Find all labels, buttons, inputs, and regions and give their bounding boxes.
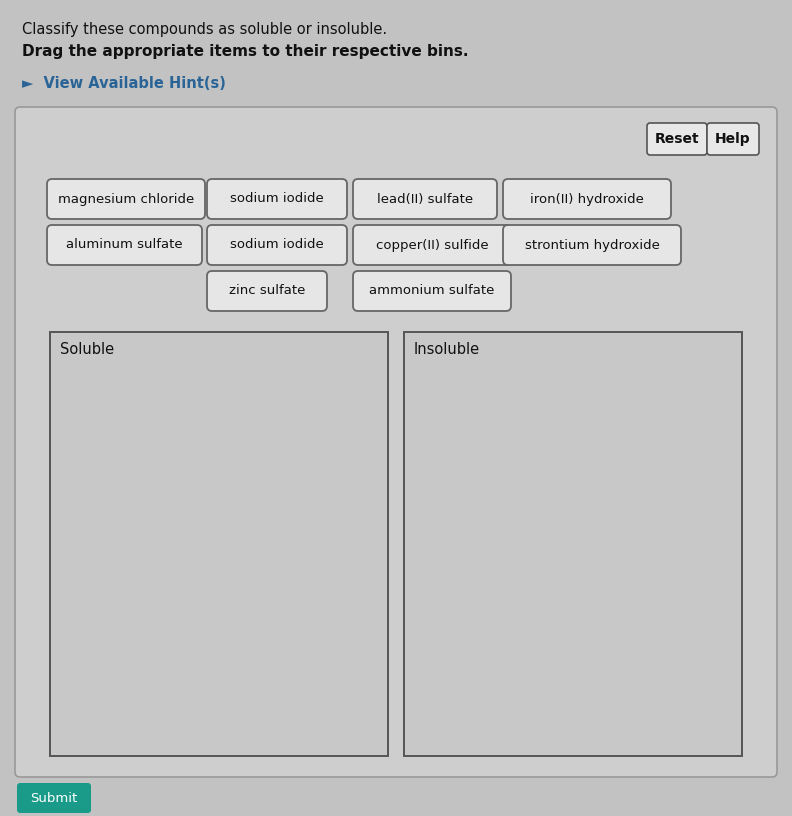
FancyBboxPatch shape: [404, 332, 742, 756]
FancyBboxPatch shape: [647, 123, 707, 155]
FancyBboxPatch shape: [47, 225, 202, 265]
FancyBboxPatch shape: [503, 225, 681, 265]
Text: Reset: Reset: [655, 132, 699, 146]
Text: magnesium chloride: magnesium chloride: [58, 193, 194, 206]
Text: Drag the appropriate items to their respective bins.: Drag the appropriate items to their resp…: [22, 44, 469, 59]
FancyBboxPatch shape: [17, 783, 91, 813]
Text: Classify these compounds as soluble or insoluble.: Classify these compounds as soluble or i…: [22, 22, 387, 37]
FancyBboxPatch shape: [47, 179, 205, 219]
FancyBboxPatch shape: [353, 179, 497, 219]
Text: aluminum sulfate: aluminum sulfate: [67, 238, 183, 251]
FancyBboxPatch shape: [353, 271, 511, 311]
Text: ammonium sulfate: ammonium sulfate: [369, 285, 495, 298]
FancyBboxPatch shape: [707, 123, 759, 155]
FancyBboxPatch shape: [353, 225, 511, 265]
FancyBboxPatch shape: [503, 179, 671, 219]
FancyBboxPatch shape: [207, 271, 327, 311]
FancyBboxPatch shape: [50, 332, 388, 756]
Text: Insoluble: Insoluble: [414, 342, 480, 357]
FancyBboxPatch shape: [15, 107, 777, 777]
Text: sodium iodide: sodium iodide: [230, 193, 324, 206]
Text: Help: Help: [715, 132, 751, 146]
Text: Submit: Submit: [30, 792, 78, 805]
Text: Soluble: Soluble: [60, 342, 114, 357]
Text: iron(II) hydroxide: iron(II) hydroxide: [530, 193, 644, 206]
Text: ►  View Available Hint(s): ► View Available Hint(s): [22, 76, 226, 91]
FancyBboxPatch shape: [207, 225, 347, 265]
Text: sodium iodide: sodium iodide: [230, 238, 324, 251]
Text: lead(II) sulfate: lead(II) sulfate: [377, 193, 473, 206]
Text: strontium hydroxide: strontium hydroxide: [524, 238, 660, 251]
FancyBboxPatch shape: [207, 179, 347, 219]
Text: copper(II) sulfide: copper(II) sulfide: [375, 238, 489, 251]
Text: zinc sulfate: zinc sulfate: [229, 285, 305, 298]
